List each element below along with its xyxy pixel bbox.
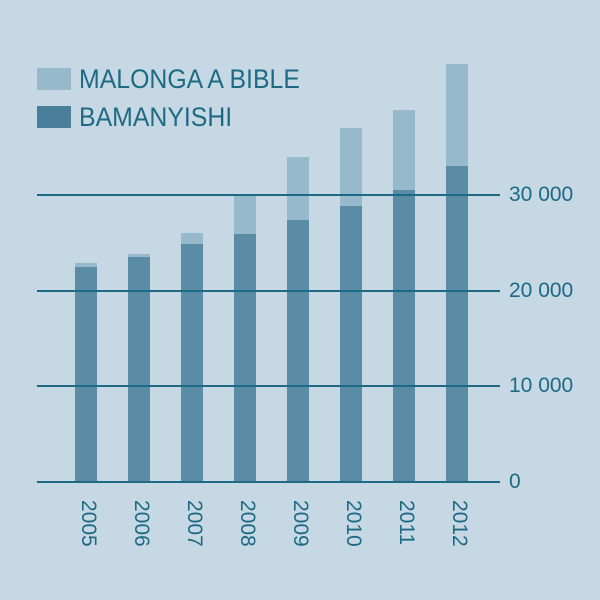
x-tick-label: 2008 [236, 500, 259, 547]
x-tick-label: 2005 [77, 500, 100, 547]
bar-2012-bamanyishi [446, 166, 468, 482]
x-tick-label: 2009 [289, 500, 312, 547]
x-tick-label: 2010 [342, 500, 365, 547]
legend-swatch-dark [37, 106, 71, 128]
y-tick-label: 10 000 [509, 374, 574, 398]
chart-legend: MALONGA A BIBLE BAMANYISHI [37, 60, 319, 136]
bar-2007-bamanyishi [181, 243, 203, 482]
legend-label: BAMANYISHI [79, 101, 233, 132]
y-tick-label: 0 [509, 470, 521, 493]
bar-2010-malonga-a-bible [340, 128, 362, 207]
bar-2006-malonga-a-bible [128, 254, 150, 258]
gridline [37, 193, 500, 196]
legend-label: MALONGA A BIBLE [79, 63, 300, 94]
bar-2011-malonga-a-bible [393, 109, 415, 191]
bar-2005-malonga-a-bible [75, 262, 97, 267]
bar-2005-bamanyishi [75, 266, 97, 482]
x-tick-label: 2007 [183, 500, 206, 547]
legend-swatch-light [37, 68, 71, 90]
bar-2009-bamanyishi [287, 219, 309, 482]
gridline [37, 481, 500, 483]
bar-2006-bamanyishi [128, 257, 150, 482]
legend-item-bamanyishi: BAMANYISHI [37, 98, 319, 136]
y-tick-label: 30 000 [509, 182, 574, 206]
y-tick-label: 20 000 [509, 278, 574, 302]
legend-item-malonga-a-bible: MALONGA A BIBLE [37, 60, 319, 98]
gridline [37, 289, 500, 292]
x-tick-label: 2012 [448, 500, 471, 547]
bar-2011-bamanyishi [393, 190, 415, 482]
bar-2008-bamanyishi [234, 234, 256, 482]
bar-2008-malonga-a-bible [234, 194, 256, 235]
x-tick-label: 2011 [395, 500, 418, 546]
bar-2010-bamanyishi [340, 206, 362, 482]
gridline [37, 385, 500, 388]
bar-2012-malonga-a-bible [446, 63, 468, 167]
bar-2009-malonga-a-bible [287, 156, 309, 220]
bar-2007-malonga-a-bible [181, 233, 203, 244]
x-tick-label: 2006 [130, 500, 153, 547]
